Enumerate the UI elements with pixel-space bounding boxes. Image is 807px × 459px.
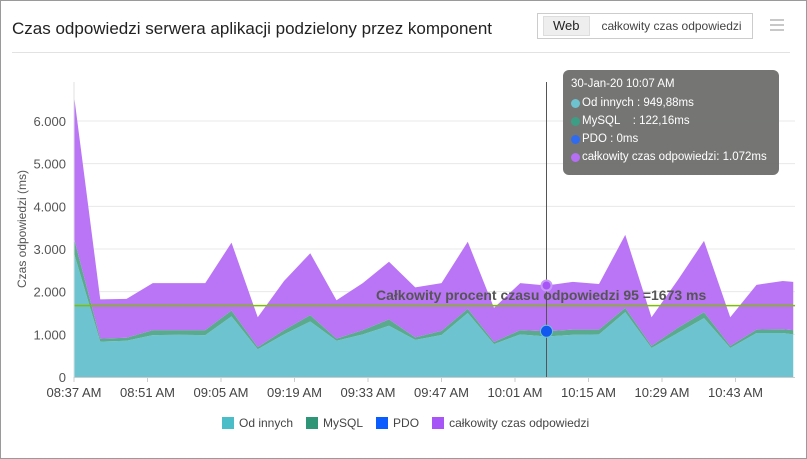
hamburger-icon[interactable] bbox=[770, 19, 784, 34]
y-tick-label: 2.000 bbox=[33, 285, 66, 300]
x-tick-label: 08:37 AM bbox=[47, 385, 102, 400]
x-tick-label: 09:33 AM bbox=[341, 385, 396, 400]
view-toggle: Web całkowity czas odpowiedzi bbox=[537, 13, 753, 39]
tooltip-value: : 122,16ms bbox=[632, 115, 690, 127]
y-tick-label: 5.000 bbox=[33, 157, 66, 172]
legend: Od innych MySQL PDO całkowity czas odpow… bbox=[222, 416, 602, 430]
tooltip-value: : 1.072ms bbox=[716, 151, 767, 163]
tooltip-row-others: Od innych : 949,88ms bbox=[571, 97, 771, 109]
hover-marker-total bbox=[540, 279, 553, 292]
chart-title: Czas odpowiedzi serwera aplikacji podzie… bbox=[12, 19, 493, 38]
y-tick-label: 1.000 bbox=[33, 327, 66, 342]
legend-swatch bbox=[222, 417, 234, 429]
x-tick-label: 09:05 AM bbox=[194, 385, 249, 400]
tooltip-value: : 0ms bbox=[610, 133, 639, 145]
tooltip-row-pdo: PDO : 0ms bbox=[571, 133, 771, 145]
series-dot-icon bbox=[571, 152, 580, 162]
legend-label: MySQL bbox=[323, 416, 364, 430]
x-tick-label: 10:15 AM bbox=[561, 385, 616, 400]
hover-marker-pdo bbox=[540, 324, 553, 338]
y-axis-label: Czas odpowiedzi (ms) bbox=[15, 170, 29, 288]
legend-swatch bbox=[306, 417, 319, 429]
series-dot-icon bbox=[571, 98, 580, 108]
legend-swatch bbox=[376, 417, 389, 429]
legend-item-pdo[interactable]: PDO bbox=[376, 416, 419, 430]
x-tick-label: 08:51 AM bbox=[120, 385, 175, 400]
y-tick-label: 4.000 bbox=[33, 199, 66, 214]
y-tick-label: 0 bbox=[59, 370, 66, 385]
x-tick-label: 09:19 AM bbox=[267, 385, 322, 400]
tooltip-row-total: całkowity czas odpowiedzi: 1.072ms bbox=[571, 151, 771, 163]
y-tick-label: 3.000 bbox=[33, 242, 66, 257]
series-dot-icon bbox=[571, 116, 580, 126]
tooltip: 30-Jan-20 10:07 AM Od innych : 949,88ms … bbox=[563, 70, 779, 175]
area-mysql bbox=[74, 238, 794, 350]
tooltip-label: całkowity czas odpowiedzi bbox=[582, 151, 717, 163]
reference-line-label: Całkowity procent czasu odpowiedzi 95 =1… bbox=[376, 287, 706, 303]
header-divider bbox=[12, 52, 790, 53]
x-tick-label: 10:01 AM bbox=[488, 385, 543, 400]
tooltip-label: MySQL bbox=[582, 115, 630, 127]
legend-item-total[interactable]: całkowity czas odpowiedzi bbox=[432, 416, 589, 430]
tooltip-row-mysql: MySQL : 122,16ms bbox=[571, 115, 771, 127]
legend-label: Od innych bbox=[239, 416, 294, 430]
legend-label: PDO bbox=[393, 416, 420, 430]
tooltip-time: 30-Jan-20 10:07 AM bbox=[571, 78, 675, 90]
legend-item-others[interactable]: Od innych bbox=[222, 416, 293, 430]
x-tick-label: 10:43 AM bbox=[708, 385, 763, 400]
series-dot-icon bbox=[571, 134, 580, 144]
legend-label: całkowity czas odpowiedzi bbox=[449, 416, 590, 430]
tooltip-label: PDO bbox=[582, 133, 607, 145]
tooltip-label: Od innych bbox=[582, 97, 634, 109]
x-tick-label: 09:47 AM bbox=[414, 385, 469, 400]
legend-item-mysql[interactable]: MySQL bbox=[306, 416, 363, 430]
area-całkowity-czas-odpowiedzi bbox=[74, 95, 794, 348]
legend-swatch bbox=[432, 417, 445, 429]
area-od-innych bbox=[74, 253, 794, 377]
y-tick-label: 6.000 bbox=[33, 114, 66, 129]
tooltip-value: : 949,88ms bbox=[636, 97, 694, 109]
x-tick-label: 10:29 AM bbox=[635, 385, 690, 400]
total-response-time-button[interactable]: całkowity czas odpowiedzi bbox=[601, 19, 742, 33]
web-button[interactable]: Web bbox=[543, 16, 590, 36]
